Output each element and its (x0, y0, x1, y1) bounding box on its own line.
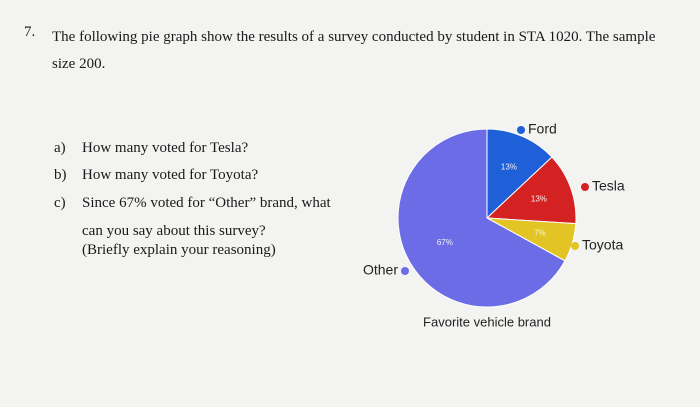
legend-dot (581, 183, 589, 191)
legend-label: Ford (528, 121, 557, 137)
question-number: 7. (24, 24, 36, 40)
slice-label: 13% (531, 194, 547, 203)
pie-slice (485, 156, 577, 225)
legend-dot (571, 242, 579, 250)
slice-label: 67% (437, 238, 453, 247)
item-label: c) (54, 195, 66, 211)
slice-label: 7% (534, 229, 546, 238)
legend-label: Toyota (582, 237, 623, 253)
slice-label: 13% (501, 162, 517, 171)
legend-label: Other (363, 262, 398, 278)
chart-title: Favorite vehicle brand (423, 314, 551, 329)
question-text: The following pie graph show the results… (52, 29, 656, 72)
item-text: Since 67% voted for “Other” brand, what … (82, 195, 331, 239)
pie-slice (486, 128, 553, 220)
item-label: b) (54, 167, 67, 183)
pie-slice (397, 128, 566, 308)
legend-dot (401, 267, 409, 275)
legend-dot (517, 126, 525, 134)
note: (Briefly explain your reasoning) (82, 242, 276, 258)
legend-label: Tesla (592, 178, 625, 194)
item-text: How many voted for Toyota? (82, 167, 259, 183)
item-text: How many voted for Tesla? (82, 140, 249, 156)
item-label: a) (54, 140, 66, 156)
